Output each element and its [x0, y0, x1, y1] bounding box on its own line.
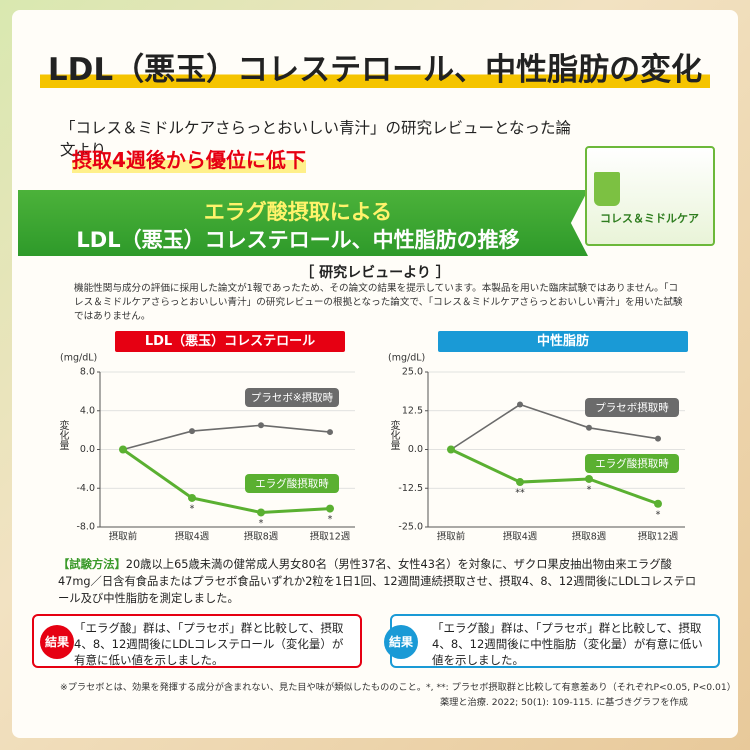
- highlight: 摂取4週後から優位に低下: [72, 144, 306, 173]
- y-tick-label: 12.5: [402, 405, 423, 416]
- banner-line: エラグ酸摂取による: [203, 200, 393, 224]
- y-tick-label: -25.0: [398, 522, 423, 533]
- method-text: 20歳以上65歳未満の健常成人男女80名（男性37名、女性43名）を対象に、ザク…: [58, 558, 697, 605]
- y-tick-label: 0.0: [80, 444, 95, 455]
- y-tick-label: -4.0: [76, 483, 95, 494]
- footnote: 薬理と治療. 2022; 50(1): 109-115. に基づきグラフを作成: [440, 697, 688, 708]
- chart-title: LDL（悪玉）コレステロール: [115, 331, 345, 352]
- significance: *: [328, 514, 333, 525]
- data-point: [326, 504, 334, 513]
- x-tick-label: 摂取12週: [310, 531, 351, 543]
- legend-box: [585, 398, 679, 417]
- significance: **: [515, 488, 525, 499]
- series-line: [122, 424, 331, 451]
- unit: (mg/dL): [60, 353, 97, 364]
- title-text: LDL（悪玉）コレステロール、中性脂肪の変化: [39, 52, 711, 88]
- x-tick-label: 摂取8週: [572, 531, 607, 543]
- x-tick-label: 摂取8週: [244, 531, 279, 543]
- y-tick-label: 0.0: [408, 444, 423, 455]
- x-tick-label: 摂取前: [437, 531, 466, 543]
- significance: *: [190, 503, 195, 514]
- result-label: 結果: [384, 625, 418, 659]
- data-point: [258, 422, 264, 429]
- series-line: [122, 448, 331, 514]
- glass: [594, 172, 620, 206]
- review-note: 機能性関与成分の評価に採用した論文が1報であったため、その論文の結果を提示してい…: [74, 283, 683, 322]
- data-point: [655, 435, 661, 442]
- data-point: [447, 445, 455, 454]
- x-tick-label: 摂取4週: [503, 531, 538, 543]
- y-axis-label: 変化量: [388, 420, 399, 450]
- data-point: [188, 493, 196, 502]
- data-point: [119, 445, 127, 454]
- data-point: [516, 478, 524, 487]
- legend-label: エラグ酸摂取時: [595, 457, 669, 470]
- x-tick-label: 摂取12週: [638, 531, 679, 543]
- significance: *: [656, 509, 661, 520]
- chart: (mg/dL) 25.0 12.5 0.0 -12.5 -25.0 摂取前 摂取4週 摂取8週 摂…: [388, 353, 685, 543]
- y-tick-label: -8.0: [76, 522, 95, 533]
- product-name: コレス＆ミドルケア: [600, 212, 699, 225]
- data-point: [586, 424, 592, 431]
- y-tick-label: 8.0: [80, 367, 95, 378]
- data-point: [189, 428, 195, 435]
- result-box: 「エラグ酸」群は、「プラセボ」群と比較して、摂取4、8、12週間後にLDLコレス…: [32, 614, 362, 668]
- title: LDL（悪玉）コレステロール、中性脂肪の変化: [0, 44, 750, 89]
- method-label: 【試験方法】: [58, 558, 126, 571]
- method: 【試験方法】20歳以上65歳未満の健常成人男女80名（男性37名、女性43名）を…: [58, 556, 698, 607]
- x-tick-label: 摂取4週: [175, 531, 210, 543]
- significance: *: [259, 518, 264, 529]
- result-label: 結果: [40, 625, 74, 659]
- y-axis-label: 変化量: [57, 420, 68, 450]
- chart-title: 中性脂肪: [438, 331, 688, 352]
- review-heading: ［ 研究レビューより ］: [300, 265, 450, 281]
- significance: *: [587, 484, 592, 495]
- y-tick-label: 4.0: [80, 405, 95, 416]
- data-point: [257, 508, 265, 517]
- legend-label: プラセボ※摂取時: [251, 391, 334, 404]
- result-box: 「エラグ酸」群は、「プラセボ」群と比較して、摂取4、8、12週間後に中性脂肪（変…: [390, 614, 720, 668]
- series-line: [450, 448, 659, 506]
- data-point: [327, 429, 333, 436]
- data-point: [517, 401, 523, 408]
- unit: (mg/dL): [388, 353, 425, 364]
- banner-line: LDL（悪玉）コレステロール、中性脂肪の推移: [76, 228, 520, 252]
- banner: [18, 190, 588, 256]
- chart: (mg/dL) 8.0 4.0 0.0 -4.0 -8.0 摂取前 摂取4週 摂取8週 摂取12週…: [60, 353, 355, 543]
- legend-box: [585, 454, 679, 473]
- legend-box: [245, 388, 339, 407]
- legend-label: エラグ酸摂取時: [255, 477, 329, 490]
- legend-label: プラセボ摂取時: [595, 401, 669, 414]
- y-tick-label: 25.0: [402, 367, 423, 378]
- data-point: [585, 474, 593, 483]
- legend-box: [245, 474, 339, 493]
- footnote: ※プラセボとは、効果を発揮する成分が含まれない、見た目や味が類似したもののこと。…: [60, 682, 736, 693]
- data-point: [654, 499, 662, 508]
- x-tick-label: 摂取前: [109, 531, 138, 543]
- y-tick-label: -12.5: [398, 483, 423, 494]
- series-line: [450, 403, 659, 451]
